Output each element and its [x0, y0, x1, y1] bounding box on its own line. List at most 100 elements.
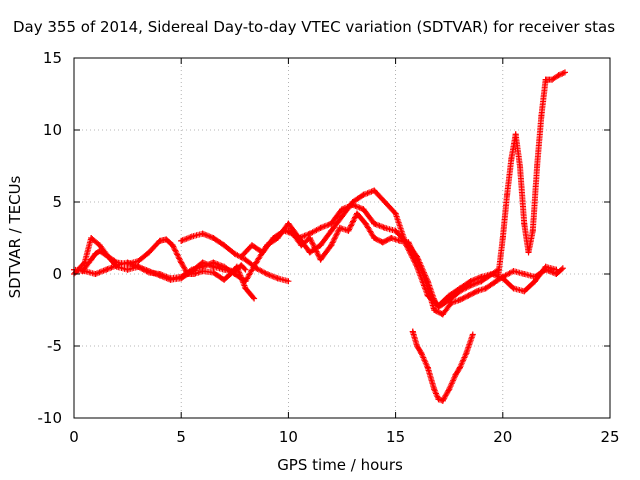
data-point: [328, 220, 335, 227]
data-point: [439, 397, 446, 404]
data-point: [251, 295, 258, 302]
data-point: [512, 131, 519, 138]
data-point: [221, 276, 228, 283]
data-point: [446, 296, 453, 303]
data-point: [270, 235, 277, 241]
data-point: [298, 242, 305, 249]
series-layer: [71, 69, 568, 404]
data-point: [199, 259, 206, 266]
data-point: [456, 288, 463, 295]
data-point: [188, 233, 195, 240]
data-point: [555, 72, 562, 79]
data-point: [345, 227, 352, 234]
data-point: [431, 296, 438, 303]
data-point: [210, 235, 217, 241]
data-point: [474, 288, 481, 295]
data-point: [465, 292, 472, 299]
data-point: [253, 265, 260, 272]
data-point: [113, 263, 120, 270]
data-point: [531, 273, 538, 280]
data-point: [381, 224, 388, 231]
data-point: [491, 279, 498, 286]
data-point: [521, 220, 528, 227]
data-point: [525, 249, 532, 256]
y-tick-label: 0: [52, 265, 62, 283]
data-point: [221, 242, 228, 249]
data-point: [414, 343, 421, 349]
data-point: [431, 307, 438, 313]
data-point: [124, 260, 131, 267]
x-tick-label: 20: [493, 428, 512, 446]
data-point: [317, 224, 324, 231]
data-point: [231, 268, 238, 275]
data-point: [317, 256, 324, 263]
data-point: [553, 271, 560, 277]
data-point: [409, 328, 416, 335]
x-tick-label: 15: [386, 428, 405, 446]
data-point: [92, 250, 99, 257]
data-point: [328, 242, 335, 249]
data-point: [210, 269, 217, 276]
data-point: [424, 278, 431, 285]
x-tick-label: 5: [176, 428, 186, 446]
data-point: [529, 227, 536, 234]
data-point: [534, 163, 541, 169]
data-point: [259, 249, 266, 256]
data-point: [238, 262, 245, 269]
data-point: [549, 76, 556, 83]
data-point: [124, 266, 131, 273]
data-point: [306, 249, 313, 256]
data-point: [510, 285, 517, 292]
data-point: [96, 242, 103, 249]
y-tick-labels: -10 -5 0 5 10 15: [38, 49, 63, 427]
data-point: [371, 220, 378, 227]
data-point: [221, 266, 228, 273]
data-point: [135, 263, 142, 270]
data-point: [296, 235, 303, 241]
data-point: [561, 69, 568, 76]
data-point: [339, 213, 345, 220]
plot-frame: [73, 57, 611, 419]
series-trace-e: [238, 210, 566, 318]
data-point: [403, 239, 410, 246]
data-point: [274, 275, 281, 282]
data-point: [242, 285, 249, 292]
data-point: [349, 201, 356, 208]
data-point: [105, 253, 112, 260]
data-point: [339, 206, 345, 213]
series-trace-d: [178, 230, 292, 285]
data-point: [559, 265, 566, 272]
data-point: [163, 236, 170, 243]
data-point: [146, 249, 153, 256]
data-point: [508, 155, 515, 162]
data-point: [178, 259, 185, 266]
data-point: [79, 268, 86, 275]
data-point: [463, 350, 470, 357]
data-point: [285, 220, 292, 227]
data-point: [92, 271, 99, 277]
data-point: [135, 258, 142, 265]
data-point: [489, 271, 496, 277]
x-tick-label: 10: [279, 428, 298, 446]
data-point: [199, 268, 206, 275]
series-trace-h: [409, 328, 476, 404]
data-point: [431, 386, 438, 393]
data-point: [156, 237, 163, 244]
data-point: [242, 256, 249, 263]
data-point: [516, 163, 523, 169]
data-point: [242, 266, 249, 273]
data-point: [388, 235, 395, 241]
data-point: [156, 272, 163, 279]
data-point: [263, 271, 270, 277]
data-point: [379, 239, 386, 246]
data-point: [360, 191, 367, 198]
data-point: [495, 271, 502, 277]
data-point: [328, 227, 335, 234]
data-point: [306, 230, 313, 237]
data-point: [362, 220, 369, 227]
data-point: [88, 256, 95, 263]
data-point: [482, 285, 489, 292]
data-point: [285, 227, 292, 234]
data-point: [510, 268, 517, 275]
data-point: [336, 224, 343, 231]
